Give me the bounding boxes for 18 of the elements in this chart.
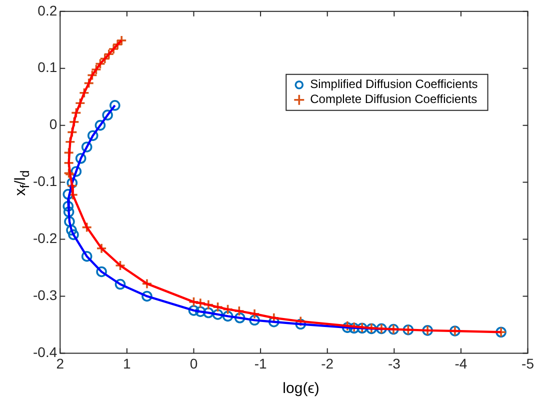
y-tick-label: 0.2 (38, 2, 58, 18)
y-tick-label: 0.1 (38, 59, 58, 76)
y-tick-label: -0.3 (33, 287, 58, 304)
legend-label: Simplified Diffusion Coefficients (310, 77, 478, 92)
x-tick-label: 0 (190, 355, 198, 372)
x-tick-label: -3 (388, 355, 401, 372)
y-tick-label: 0 (49, 116, 58, 132)
x-tick-label: 1 (123, 355, 132, 372)
x-axis-title: log(ϵ) (282, 380, 320, 397)
x-tick-label: -2 (321, 355, 334, 372)
legend-label: Complete Diffusion Coefficients (310, 92, 478, 106)
x-tick-label: 2 (56, 355, 64, 372)
x-tick-label: -4 (454, 355, 468, 372)
x-tick-label: -5 (522, 355, 534, 372)
y-tick-label: -0.1 (33, 173, 58, 190)
x-tick-label: -1 (254, 355, 267, 372)
y-tick-label: -0.4 (33, 344, 58, 360)
y-tick-label: -0.2 (33, 230, 58, 246)
